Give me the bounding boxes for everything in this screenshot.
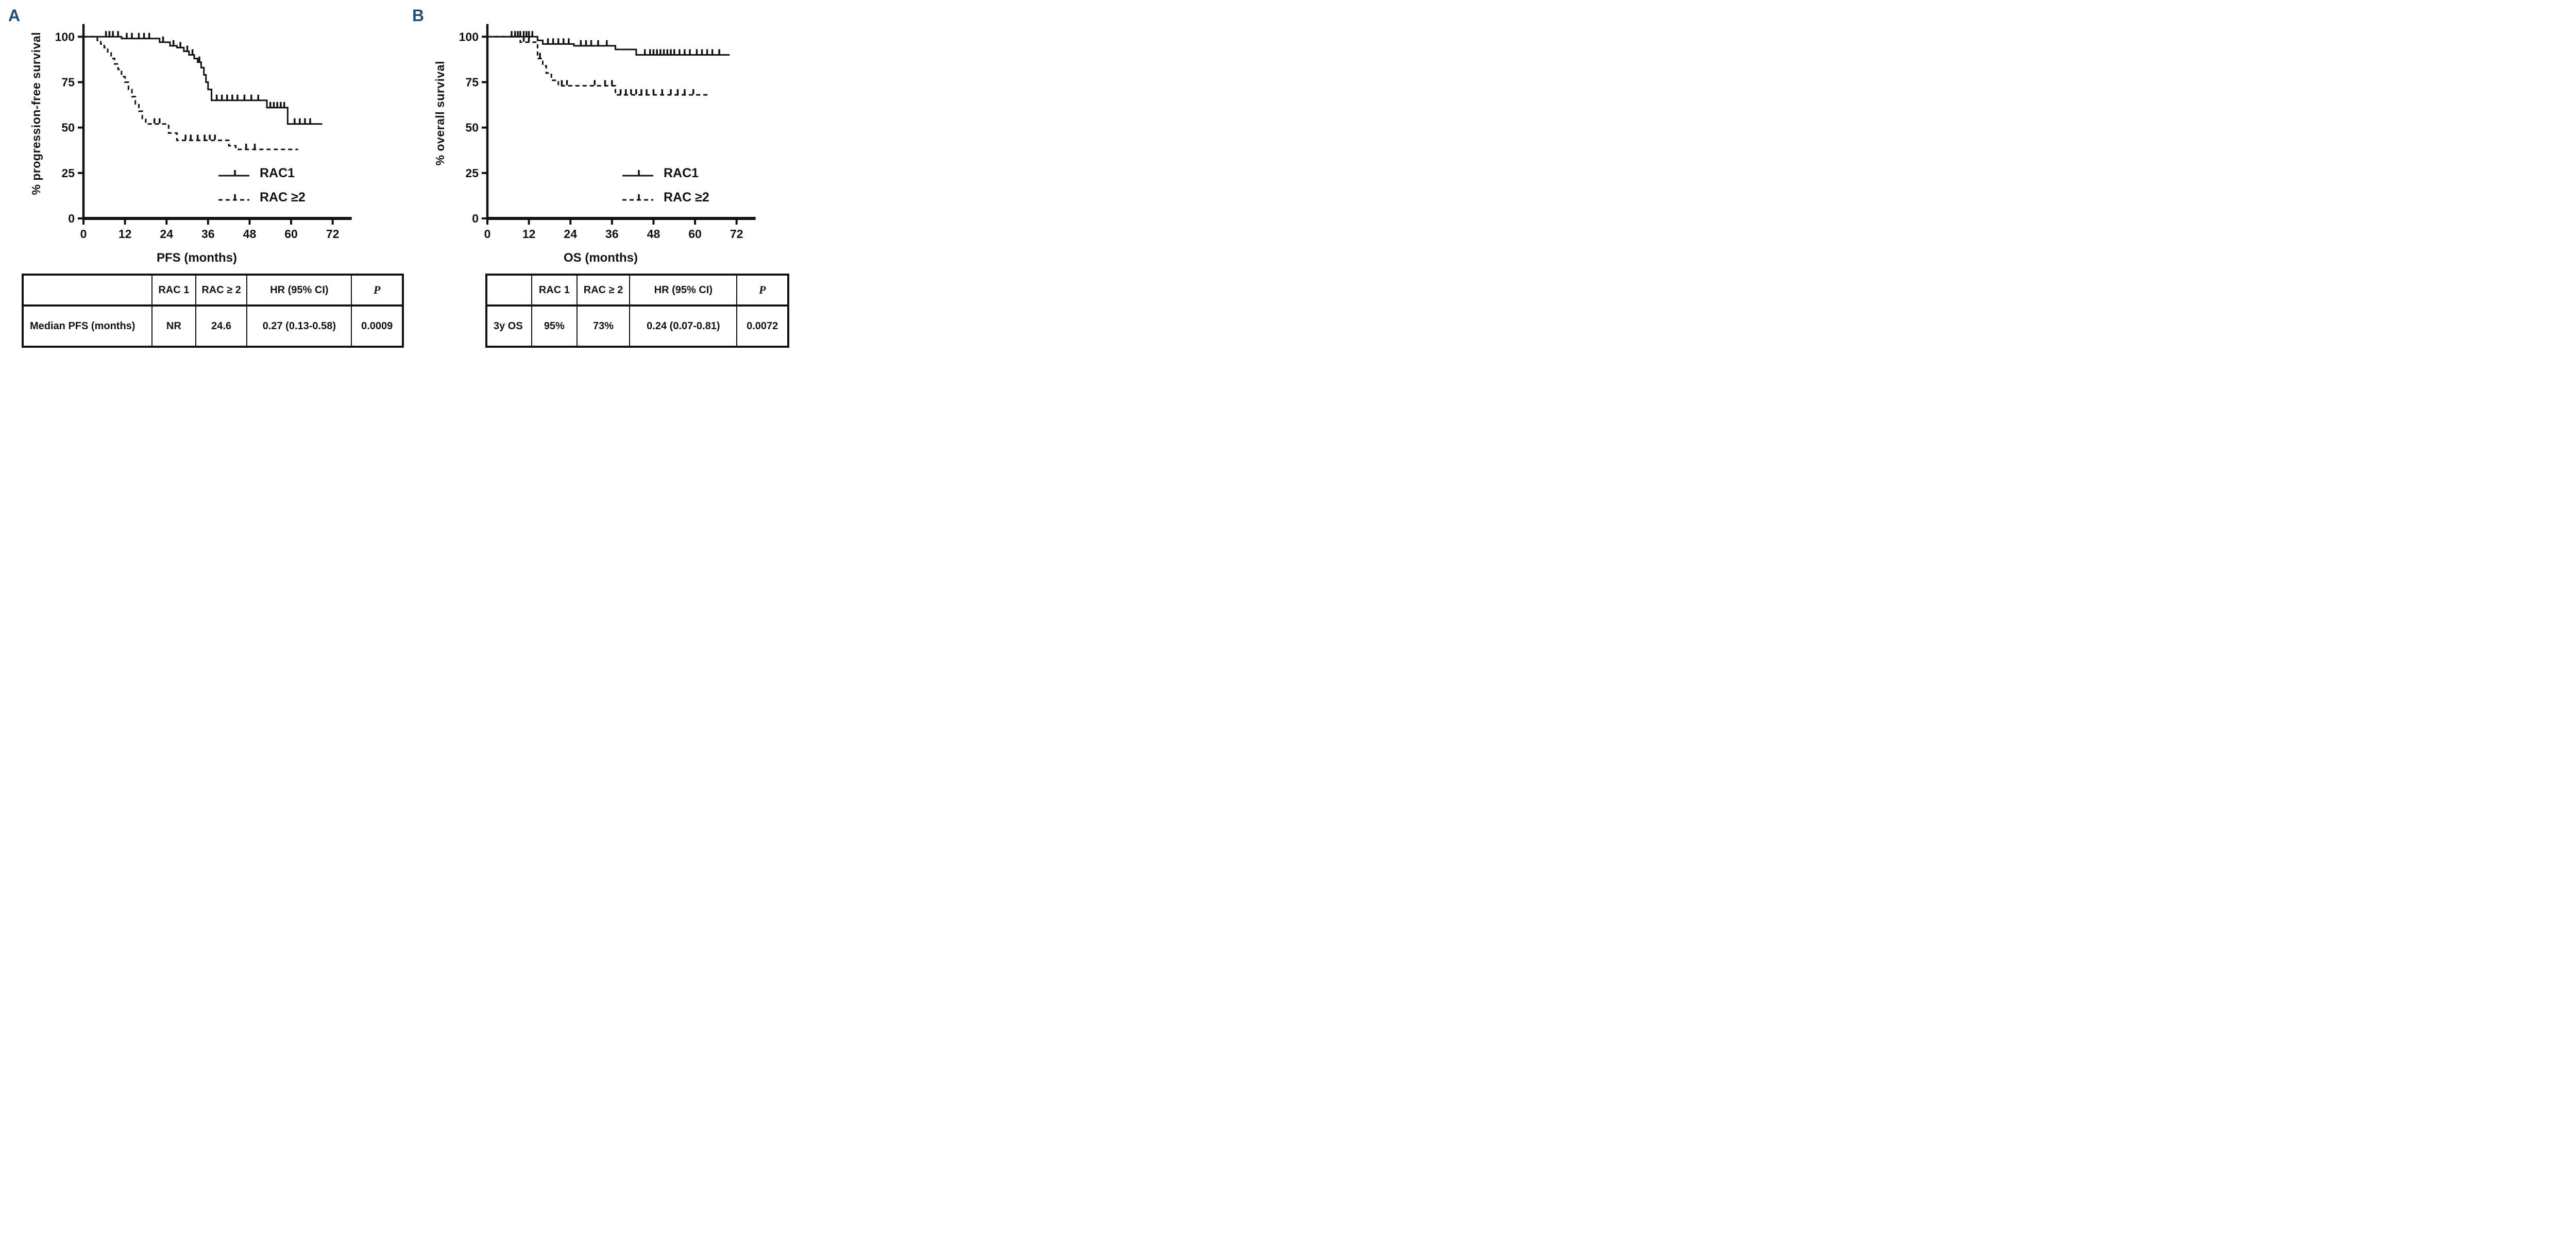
figure-panel-a: A % progression-free survival 0 25 50 75 100… <box>0 0 404 348</box>
panel-letter-a: A <box>8 6 21 25</box>
table-header-cell <box>22 274 152 306</box>
y-tick-label: 25 <box>61 166 75 180</box>
y-axis-label-pfs: % progression-free survival <box>29 31 43 195</box>
legend-label-rac2: RAC ≥2 <box>664 190 709 205</box>
legend-label-rac1: RAC1 <box>664 166 699 180</box>
x-tick-label: 36 <box>201 227 215 241</box>
x-tick-label: 72 <box>730 227 743 241</box>
km-curve-RAC ≥2 <box>83 36 298 150</box>
plot-row-b: % overall survival 0 25 50 75 100 0 12 24 36 48 60… <box>404 5 808 265</box>
legend-solid-line-icon <box>622 169 653 176</box>
panel-letter-b: B <box>412 6 425 25</box>
x-tick-label: 0 <box>484 227 491 241</box>
table-row-b: RAC 1 RAC ≥ 2 HR (95% CI) P 3y OS 95% 73% 0.24 … <box>404 274 808 348</box>
table-cell: 0.24 (0.07-0.81) <box>629 305 738 347</box>
table-header-cell: RAC 1 <box>151 274 196 306</box>
x-axis-label-pfs: PFS (months) <box>157 251 237 265</box>
legend-label-rac1: RAC1 <box>260 166 295 180</box>
plot-row-a: % progression-free survival 0 25 50 75 100 0 1… <box>0 5 404 265</box>
table-header-cell: HR (95% CI) <box>246 274 352 306</box>
table-row: 3y OS 95% 73% 0.24 (0.07-0.81) 0.0072 <box>486 305 789 347</box>
legend-item-rac1: RAC1 <box>217 166 306 181</box>
plot-area-b: 0 25 50 75 100 0 12 24 36 48 60 72 RAC1 <box>451 5 771 265</box>
y-tick-label: 75 <box>61 75 75 89</box>
y-axis-label-os: % overall survival <box>433 61 447 166</box>
table-cell: 0.0009 <box>351 305 403 347</box>
km-chart-pfs: 0 25 50 75 100 0 12 24 36 48 60 72 <box>55 24 352 241</box>
table-row: Median PFS (months) NR 24.6 0.27 (0.13-0.58… <box>22 305 403 347</box>
legend-item-rac2: RAC ≥2 <box>621 190 709 205</box>
y-tick-label: 0 <box>68 212 75 225</box>
x-tick-label: 12 <box>522 227 536 241</box>
legend-b: RAC1 RAC ≥2 <box>621 166 709 205</box>
km-chart-os: 0 25 50 75 100 0 12 24 36 48 60 72 <box>459 24 756 241</box>
table-header-cell <box>486 274 532 306</box>
table-cell: 24.6 <box>195 305 248 347</box>
table-row-a: RAC 1 RAC ≥ 2 HR (95% CI) P Median PFS (mont… <box>0 274 404 348</box>
table-header-cell: RAC ≥ 2 <box>195 274 248 306</box>
table-header-cell: P <box>736 274 789 306</box>
y-tick-label: 50 <box>61 121 75 134</box>
table-cell: NR <box>151 305 196 347</box>
x-tick-label: 60 <box>284 227 298 241</box>
x-tick-label: 12 <box>118 227 132 241</box>
y-tick-label: 50 <box>465 121 479 134</box>
table-cell: 3y OS <box>486 305 532 347</box>
legend-solid-line-icon <box>218 169 249 176</box>
table-cell: 73% <box>576 305 631 347</box>
km-curve-RAC ≥2 <box>487 36 709 96</box>
legend-item-rac2: RAC ≥2 <box>217 190 306 205</box>
x-tick-label: 48 <box>243 227 257 241</box>
km-curve-RAC1 <box>487 36 730 56</box>
table-header-cell: P <box>351 274 403 306</box>
legend-label-rac2: RAC ≥2 <box>260 190 306 205</box>
legend-item-rac1: RAC1 <box>621 166 709 181</box>
table-cell: 95% <box>531 305 578 347</box>
x-axis-label-os: OS (months) <box>564 251 638 265</box>
table-header-cell: RAC ≥ 2 <box>576 274 631 306</box>
x-tick-label: 36 <box>605 227 619 241</box>
x-tick-label: 24 <box>160 227 173 241</box>
x-tick-label: 60 <box>688 227 702 241</box>
table-cell: 0.0072 <box>736 305 789 347</box>
y-tick-label: 100 <box>459 30 479 43</box>
table-header-cell: RAC 1 <box>531 274 578 306</box>
y-tick-label: 0 <box>472 212 479 225</box>
y-tick-label: 100 <box>55 30 75 43</box>
x-tick-label: 0 <box>80 227 87 241</box>
x-tick-label: 48 <box>647 227 660 241</box>
os-stats-table: RAC 1 RAC ≥ 2 HR (95% CI) P 3y OS 95% 73% 0.24 … <box>485 274 789 348</box>
table-cell: 0.27 (0.13-0.58) <box>246 305 352 347</box>
figure-panel-b: B % overall survival 0 25 50 75 100 0 12 24 36 48… <box>404 0 808 348</box>
figure: A % progression-free survival 0 25 50 75 100… <box>0 0 808 348</box>
y-tick-label: 25 <box>465 166 479 180</box>
km-curve-RAC1 <box>83 36 323 125</box>
x-tick-label: 24 <box>564 227 577 241</box>
plot-area-a: 0 25 50 75 100 0 12 24 36 48 60 72 RAC1 <box>47 5 367 265</box>
y-tick-label: 75 <box>465 75 479 89</box>
legend-dashed-line-icon <box>218 194 249 200</box>
legend-dashed-line-icon <box>622 194 653 200</box>
table-cell: Median PFS (months) <box>22 305 152 347</box>
pfs-stats-table: RAC 1 RAC ≥ 2 HR (95% CI) P Median PFS (mont… <box>22 274 404 348</box>
table-header-cell: HR (95% CI) <box>629 274 738 306</box>
x-tick-label: 72 <box>326 227 340 241</box>
legend-a: RAC1 RAC ≥2 <box>217 166 306 205</box>
